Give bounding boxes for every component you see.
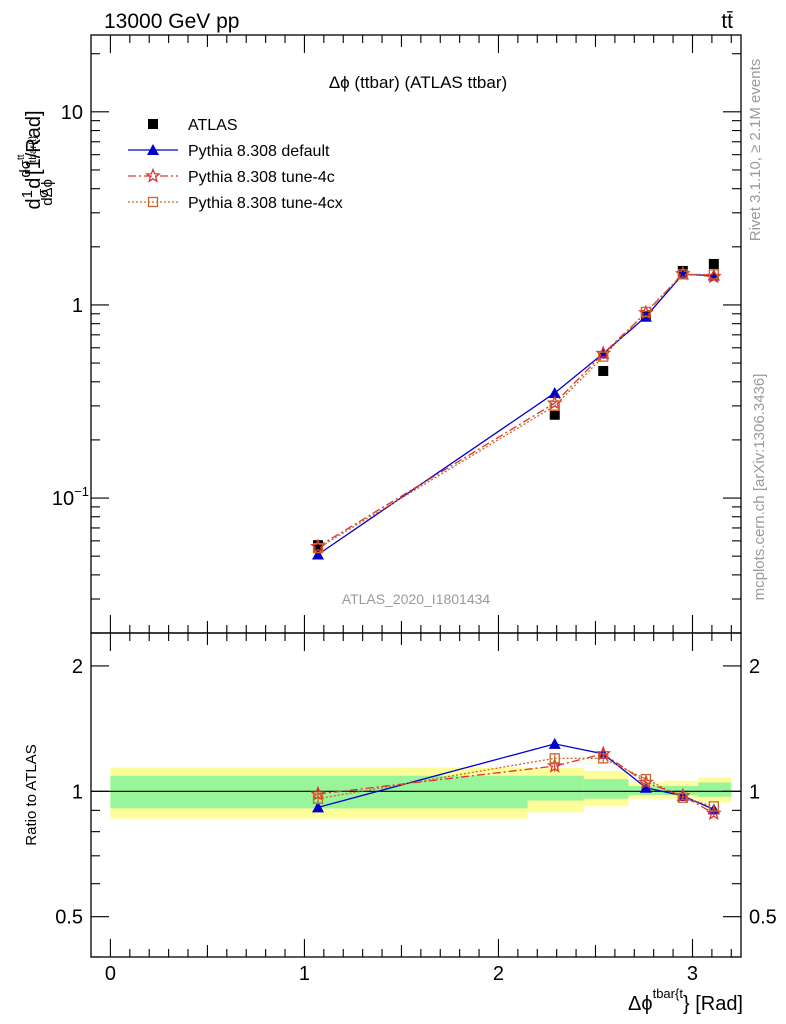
rivet-label: Rivet 3.1.10, ≥ 2.1M events	[747, 59, 764, 242]
process-label: tt̄	[721, 10, 733, 33]
x-tick-label: 0	[105, 963, 116, 985]
y-label-frac1-num: 1	[19, 190, 36, 198]
ratio-3-point	[640, 773, 652, 785]
ratio-plot-axes: 0.5 0.5 1 1 2 2 0 1 2 3	[55, 633, 777, 985]
ratio-3-point	[312, 793, 324, 804]
data-point	[549, 409, 560, 420]
ratio-3-point	[598, 753, 609, 764]
series-3-point	[549, 400, 560, 412]
ratio-line-2	[317, 753, 715, 814]
series-3-point	[312, 543, 324, 554]
series-line-3	[317, 273, 714, 549]
uncertainty-band-green	[583, 779, 629, 799]
x-tick-label: 3	[687, 963, 698, 985]
svg-text:d1σddσtttbar{t}dΔϕ[1/Rad]: d1σddσtttbar{t}dΔϕ[1/Rad]	[16, 111, 56, 210]
analysis-watermark: ATLAS_2020_I1801434	[342, 591, 491, 607]
x-label-main: Δϕ	[628, 993, 653, 1015]
series-3-point	[598, 351, 609, 362]
main-y-tick-label: 1	[72, 295, 83, 317]
uncertainty-band-green	[663, 785, 699, 795]
legend-label: Pythia 8.308 default	[188, 143, 330, 160]
series-3-point	[708, 269, 719, 280]
main-plot-panel: 10−1 1 10	[52, 34, 742, 634]
data-point	[313, 540, 324, 551]
legend-marker	[145, 167, 161, 183]
ratio-y-axis-label: Ratio to ATLAS	[23, 744, 40, 845]
ratio-1-point	[639, 781, 652, 793]
main-y-tick-label: 10	[61, 102, 83, 124]
uncertainty-band-green	[698, 782, 732, 797]
series-1-point	[312, 548, 325, 560]
series-3-point	[640, 306, 652, 318]
ratio-y-tick-label-right: 0.5	[749, 907, 777, 929]
ratio-plot-content	[91, 737, 741, 821]
x-tick-label: 2	[493, 963, 504, 985]
legend-label: ATLAS	[188, 117, 238, 134]
series-3-point	[677, 269, 688, 280]
ratio-2-point	[546, 757, 563, 773]
y-label-frac2-num-sup: tt	[16, 154, 27, 160]
y-label-d2: d	[23, 178, 45, 189]
data-point	[708, 258, 719, 269]
ratio-y-tick-label-left: 2	[72, 656, 83, 678]
plot-title: Δϕ (ttbar) (ATLAS ttbar)	[329, 73, 507, 92]
ratio-y-tick-label-right: 1	[749, 781, 760, 803]
x-label-sup: tbar{t	[653, 986, 684, 1001]
ratio-3-point	[549, 753, 560, 764]
ratio-3-point	[708, 801, 719, 812]
y-axis-label: d1σddσtttbar{t}dΔϕ[1/Rad]	[16, 111, 56, 210]
y-label-d1: d	[23, 198, 45, 209]
ratio-1-point	[312, 801, 325, 813]
legend-marker	[148, 119, 158, 129]
y-label-unit: [1/Rad]	[23, 111, 45, 175]
y-label-frac2-den: dΔϕ	[39, 179, 56, 206]
ratio-1-point	[548, 737, 561, 749]
x-axis-label: Δϕtbar{t} [Rad]	[628, 986, 743, 1015]
ratio-y-tick-label-left: 1	[72, 781, 83, 803]
series-line-2	[317, 273, 714, 548]
legend-marker	[147, 144, 159, 155]
ratio-y-tick-label-right: 2	[749, 656, 760, 678]
legend-marker	[147, 196, 159, 208]
uncertainty-band-green	[527, 775, 584, 801]
mcplots-label: mcplots.cern.ch [arXiv:1306.3436]	[751, 374, 768, 601]
legend: ATLAS Pythia 8.308 default Pythia 8.308 tu…	[128, 117, 343, 212]
legend-label: Pythia 8.308 tune-4cx	[188, 195, 343, 212]
y-label-frac2-num-sub: tbar{t}	[28, 135, 39, 162]
ratio-plot-panel: 0.5 0.5 1 1 2 2 0 1 2 3	[55, 632, 777, 985]
ratio-3-point	[677, 792, 688, 803]
ratio-line-3	[317, 757, 715, 808]
data-point	[598, 365, 609, 376]
ratio-plot-frame	[90, 632, 742, 958]
x-tick-label: 1	[299, 963, 310, 985]
main-plot-axes: 10−1 1 10	[52, 35, 741, 634]
series-1-point	[548, 386, 561, 398]
legend-label: Pythia 8.308 tune-4c	[188, 169, 335, 186]
main-y-tick-label: 10−1	[52, 484, 89, 510]
y-label-frac2-num: dσ	[17, 159, 34, 177]
ratio-y-tick-label-left: 0.5	[55, 907, 83, 929]
main-plot-content	[310, 258, 722, 560]
y-label-frac1-den: σ	[35, 188, 52, 198]
energy-label: 13000 GeV pp	[104, 10, 239, 33]
x-label-tail: } [Rad]	[683, 993, 743, 1015]
